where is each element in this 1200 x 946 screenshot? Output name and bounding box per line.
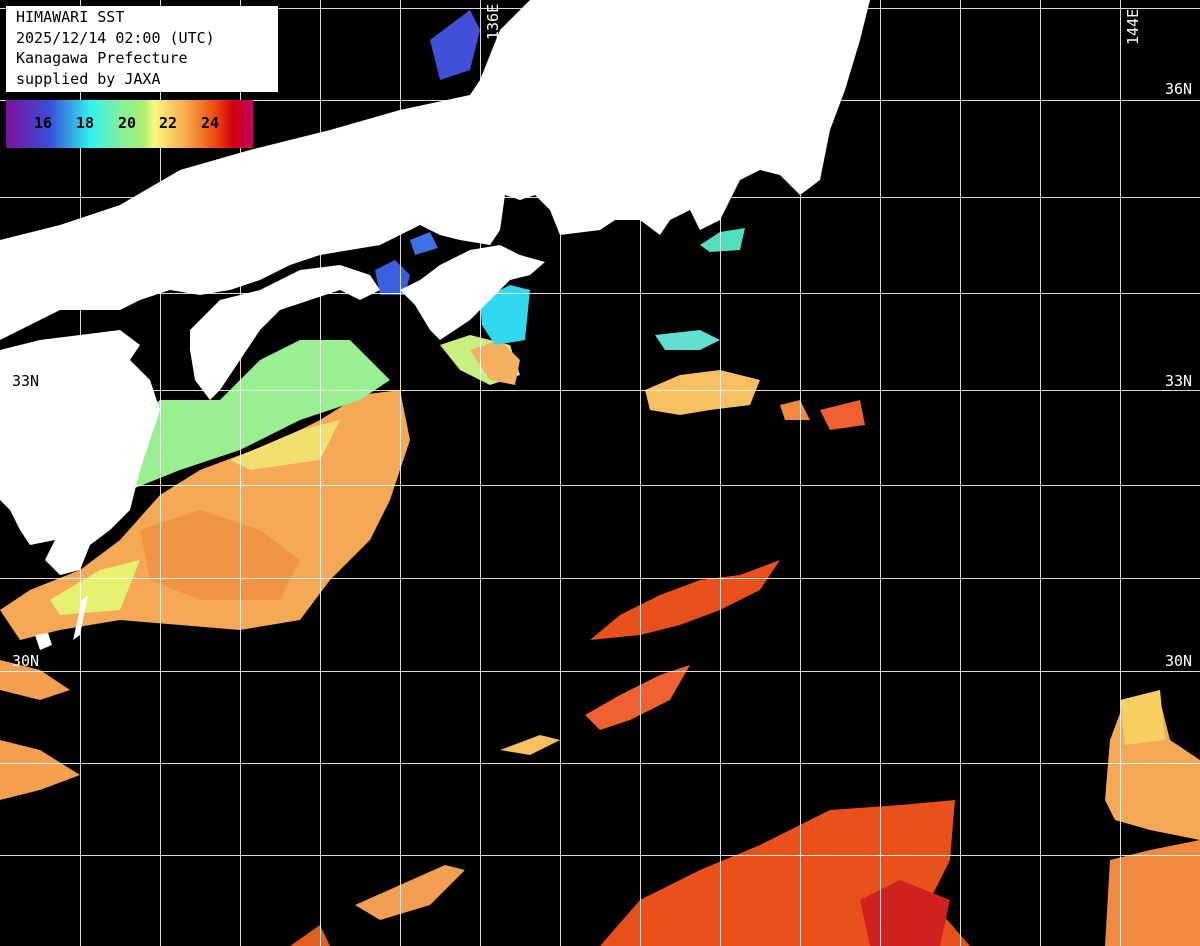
lon-label-136e: 136E bbox=[484, 3, 502, 40]
colorbar-label: 20 bbox=[118, 114, 137, 132]
colorbar-label: 22 bbox=[159, 114, 178, 132]
map-credit: supplied by JAXA bbox=[16, 69, 161, 88]
colorbar-label: 16 bbox=[34, 114, 53, 132]
lon-label-144e: 144E bbox=[1124, 8, 1142, 45]
colorbar-label: 24 bbox=[201, 114, 220, 132]
lat-label-30n-left: 30N bbox=[12, 652, 40, 670]
lat-label-33n: 33N bbox=[1165, 372, 1193, 390]
lat-label-36n: 36N bbox=[1165, 80, 1193, 98]
yakushima bbox=[35, 633, 52, 650]
honshu bbox=[0, 0, 870, 340]
sst-warm-south bbox=[290, 690, 1200, 946]
sst-kuroshio bbox=[0, 228, 745, 800]
map-datetime: 2025/12/14 02:00 (UTC) bbox=[16, 28, 215, 47]
shikoku bbox=[190, 265, 380, 400]
lat-label-33n-left: 33N bbox=[12, 372, 40, 390]
map-region: Kanagawa Prefecture bbox=[16, 49, 188, 67]
map-title: HIMAWARI SST bbox=[16, 8, 125, 26]
lat-label-30n: 30N bbox=[1165, 652, 1193, 670]
kii-peninsula bbox=[400, 245, 545, 340]
colorbar-label: 18 bbox=[76, 114, 95, 132]
info-box: HIMAWARI SST 2025/12/14 02:00 (UTC) Kana… bbox=[6, 6, 278, 92]
colorbar: 16 18 20 22 24 bbox=[6, 100, 253, 148]
